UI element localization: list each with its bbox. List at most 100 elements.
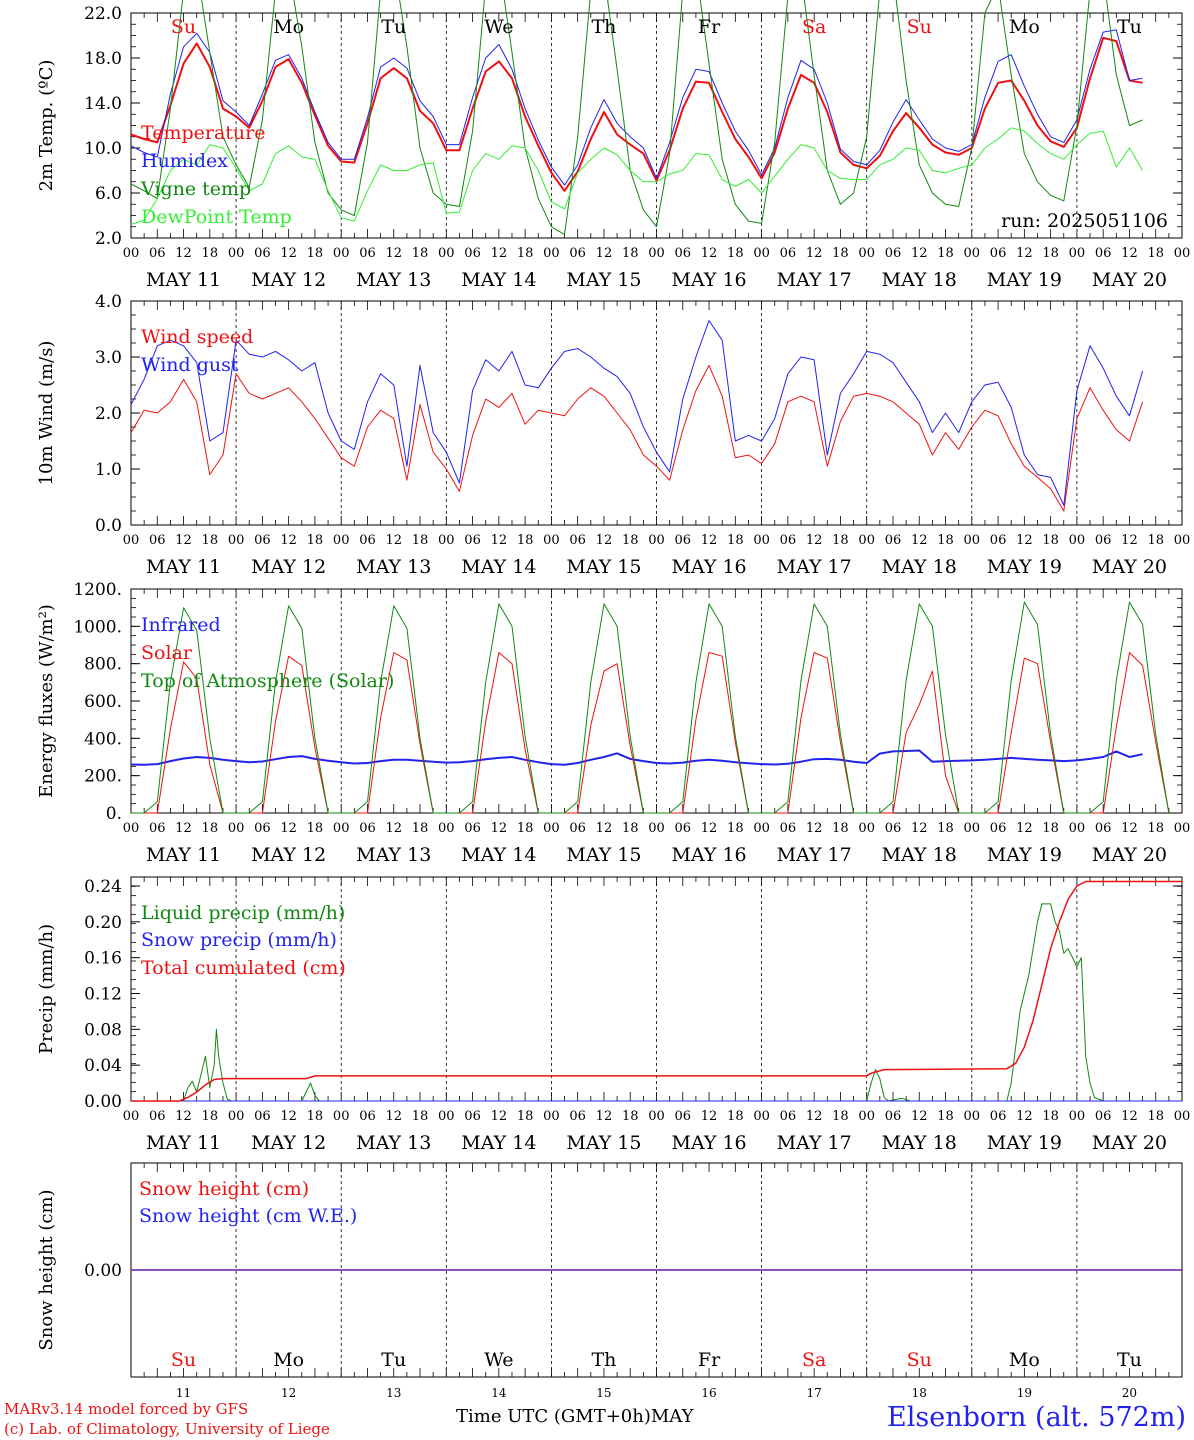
x-axis-title: Time UTC (GMT+0h)MAY xyxy=(456,1406,693,1427)
panel-frame-2 xyxy=(130,300,1183,526)
y-tick-label: 2.0 xyxy=(95,404,122,424)
legend-entry: Wind speed xyxy=(141,326,253,348)
date-label: MAY 18 xyxy=(882,844,957,866)
date-label: MAY 12 xyxy=(251,556,326,578)
y-axis-label: Snow height (cm) xyxy=(36,1189,57,1350)
hour-tick-label: 18 xyxy=(937,533,954,548)
hour-tick-label: 18 xyxy=(412,1109,429,1124)
hour-tick-label: 12 xyxy=(385,533,402,548)
hour-tick-label: 06 xyxy=(990,246,1007,261)
day-name-label: Mo xyxy=(1009,16,1040,38)
date-label: MAY 20 xyxy=(1092,844,1167,866)
hour-tick-label: 18 xyxy=(517,246,534,261)
y-tick-label: 3.0 xyxy=(95,348,122,368)
legend-entry: Liquid precip (mm/h) xyxy=(141,902,345,924)
hour-tick-label: 00 xyxy=(543,821,560,836)
y-tick-label: 0.00 xyxy=(84,1261,122,1281)
hour-tick-label: 00 xyxy=(543,1109,560,1124)
hour-tick-label: 12 xyxy=(491,533,508,548)
hour-tick-label: 18 xyxy=(307,821,324,836)
hour-tick-label: 18 xyxy=(832,246,849,261)
y-tick-label: 800. xyxy=(84,655,122,675)
hour-tick-label: 12 xyxy=(1016,821,1033,836)
day-name-label: Sa xyxy=(802,16,826,38)
day-name-label: Sa xyxy=(802,1349,826,1371)
day-name-label: Tu xyxy=(381,1349,406,1371)
series-line-infrared xyxy=(130,749,1143,766)
hour-tick-label: 18 xyxy=(937,246,954,261)
hour-tick-label: 06 xyxy=(464,533,481,548)
date-label: MAY 15 xyxy=(566,556,641,578)
hour-tick-label: 18 xyxy=(307,533,324,548)
date-label: MAY 15 xyxy=(566,1132,641,1154)
date-label: MAY 16 xyxy=(671,844,746,866)
hour-tick-label: 18 xyxy=(622,821,639,836)
hour-tick-label: 06 xyxy=(569,246,586,261)
date-label: MAY 19 xyxy=(987,269,1062,291)
hour-tick-label: 12 xyxy=(280,1109,297,1124)
hour-tick-label: 18 xyxy=(1042,533,1059,548)
day-name-label: Mo xyxy=(273,16,304,38)
series-line-vigne-temp xyxy=(130,0,1143,236)
hour-tick-label: 00 xyxy=(228,533,245,548)
x-axis-month: MAY xyxy=(650,1406,694,1427)
date-label: MAY 14 xyxy=(461,269,536,291)
legend-entry: Wind gust xyxy=(141,354,239,376)
date-label: MAY 14 xyxy=(461,1132,536,1154)
y-tick-label: 22.0 xyxy=(84,4,122,24)
hour-tick-label: 12 xyxy=(1121,1109,1138,1124)
hour-tick-label: 12 xyxy=(596,533,613,548)
day-number-label: 20 xyxy=(1122,1386,1137,1400)
date-label: MAY 13 xyxy=(356,556,431,578)
hour-tick-label: 06 xyxy=(675,533,692,548)
date-label: MAY 19 xyxy=(987,1132,1062,1154)
date-label: MAY 11 xyxy=(146,556,221,578)
day-name-label: Su xyxy=(907,16,932,38)
y-tick-label: 0.0 xyxy=(95,516,122,536)
series-line-wind-gust xyxy=(130,320,1144,506)
legend-entry: Top of Atmosphere (Solar) xyxy=(141,670,394,692)
hour-tick-label: 06 xyxy=(780,533,797,548)
day-name-label: Su xyxy=(907,1349,932,1371)
y-axis-label: Precip (mm/h) xyxy=(36,924,57,1054)
hour-tick-label: 00 xyxy=(753,246,770,261)
hour-tick-label: 12 xyxy=(1016,1109,1033,1124)
lab-credit: (c) Lab. of Climatology, University of L… xyxy=(4,1420,330,1438)
hour-tick-label: 06 xyxy=(149,821,166,836)
hour-tick-label: 06 xyxy=(990,533,1007,548)
y-tick-label: 0.08 xyxy=(84,1020,122,1040)
hour-tick-label: 06 xyxy=(780,821,797,836)
y-tick-label: 10.0 xyxy=(84,139,122,159)
day-name-label: Th xyxy=(591,16,616,38)
hour-tick-label: 00 xyxy=(228,821,245,836)
series-line-temperature xyxy=(130,36,1143,192)
hour-tick-label: 06 xyxy=(254,246,271,261)
date-label: MAY 17 xyxy=(777,556,852,578)
date-label: MAY 17 xyxy=(777,269,852,291)
hour-tick-label: 06 xyxy=(149,246,166,261)
hour-tick-label: 18 xyxy=(1147,1109,1164,1124)
hour-tick-label: 00 xyxy=(438,533,455,548)
date-label: MAY 14 xyxy=(461,556,536,578)
hour-tick-label: 12 xyxy=(806,246,823,261)
date-label: MAY 13 xyxy=(356,1132,431,1154)
hour-tick-label: 18 xyxy=(412,533,429,548)
hour-tick-label: 12 xyxy=(1016,533,1033,548)
hour-tick-label: 06 xyxy=(1095,1109,1112,1124)
day-name-label: We xyxy=(484,16,513,38)
y-tick-label: 200. xyxy=(84,767,122,787)
hour-tick-label: 00 xyxy=(228,246,245,261)
legend-entry: Total cumulated (cm) xyxy=(141,957,346,979)
hour-tick-label: 06 xyxy=(780,1109,797,1124)
date-label: MAY 12 xyxy=(251,269,326,291)
date-label: MAY 14 xyxy=(461,844,536,866)
hour-tick-label: 18 xyxy=(1147,821,1164,836)
hour-tick-label: 06 xyxy=(990,821,1007,836)
day-number-label: 17 xyxy=(807,1386,822,1400)
hour-tick-label: 18 xyxy=(412,246,429,261)
series-line-wind-speed xyxy=(130,364,1144,512)
y-tick-label: 0.04 xyxy=(84,1056,122,1076)
hour-tick-label: 12 xyxy=(280,533,297,548)
hour-tick-label: 00 xyxy=(964,246,981,261)
